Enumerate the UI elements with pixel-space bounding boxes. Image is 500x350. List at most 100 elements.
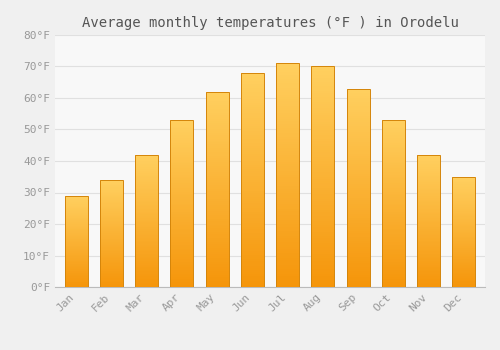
Bar xyxy=(170,212,194,214)
Bar xyxy=(276,271,299,274)
Bar xyxy=(100,255,123,256)
Bar xyxy=(135,274,158,275)
Bar xyxy=(135,178,158,180)
Bar xyxy=(346,188,370,190)
Bar xyxy=(170,183,194,185)
Bar xyxy=(206,211,229,213)
Bar xyxy=(346,89,370,287)
Bar xyxy=(135,245,158,246)
Bar xyxy=(346,222,370,224)
Bar xyxy=(206,107,229,109)
Bar xyxy=(312,280,334,282)
Bar xyxy=(241,227,264,229)
Bar xyxy=(452,216,475,218)
Bar xyxy=(312,210,334,212)
Bar xyxy=(135,218,158,219)
Bar xyxy=(135,234,158,236)
Bar xyxy=(382,277,405,279)
Bar xyxy=(346,228,370,230)
Bar xyxy=(452,257,475,258)
Bar xyxy=(346,104,370,106)
Bar xyxy=(382,132,405,133)
Bar xyxy=(417,274,440,275)
Bar xyxy=(241,172,264,174)
Bar xyxy=(276,68,299,70)
Bar xyxy=(100,270,123,271)
Bar xyxy=(276,137,299,139)
Bar xyxy=(312,168,334,170)
Bar xyxy=(100,237,123,238)
Bar xyxy=(312,99,334,102)
Bar xyxy=(276,285,299,287)
Bar xyxy=(170,269,194,270)
Bar xyxy=(417,224,440,225)
Bar xyxy=(241,167,264,169)
Bar xyxy=(135,267,158,268)
Bar xyxy=(100,222,123,223)
Bar xyxy=(346,138,370,140)
Bar xyxy=(241,218,264,220)
Bar xyxy=(100,203,123,204)
Bar xyxy=(64,252,88,253)
Bar xyxy=(206,248,229,250)
Bar xyxy=(346,150,370,152)
Bar xyxy=(100,195,123,196)
Bar xyxy=(312,75,334,77)
Bar xyxy=(346,230,370,231)
Bar xyxy=(64,197,88,198)
Bar xyxy=(241,109,264,111)
Bar xyxy=(382,130,405,132)
Bar xyxy=(64,228,88,229)
Bar xyxy=(276,157,299,160)
Bar xyxy=(64,209,88,210)
Bar xyxy=(346,192,370,194)
Bar xyxy=(206,135,229,136)
Bar xyxy=(346,180,370,182)
Bar xyxy=(382,135,405,137)
Bar xyxy=(276,197,299,200)
Bar xyxy=(100,248,123,250)
Bar xyxy=(346,122,370,124)
Bar xyxy=(276,150,299,153)
Bar xyxy=(382,122,405,124)
Bar xyxy=(170,190,194,192)
Bar xyxy=(135,243,158,245)
Bar xyxy=(206,168,229,170)
Bar xyxy=(206,111,229,113)
Bar xyxy=(417,163,440,164)
Bar xyxy=(276,75,299,77)
Bar xyxy=(452,282,475,284)
Bar xyxy=(382,133,405,135)
Bar xyxy=(170,233,194,235)
Bar xyxy=(100,268,123,269)
Bar xyxy=(135,231,158,233)
Bar xyxy=(170,274,194,275)
Bar xyxy=(276,126,299,128)
Bar xyxy=(346,112,370,114)
Bar xyxy=(64,256,88,257)
Bar xyxy=(346,103,370,104)
Bar xyxy=(276,146,299,148)
Bar xyxy=(276,124,299,126)
Bar xyxy=(276,216,299,218)
Bar xyxy=(135,158,158,159)
Bar xyxy=(452,206,475,208)
Bar xyxy=(64,234,88,235)
Bar xyxy=(312,258,334,260)
Bar xyxy=(312,214,334,216)
Bar xyxy=(135,237,158,238)
Bar xyxy=(100,258,123,259)
Bar xyxy=(170,239,194,240)
Bar xyxy=(417,241,440,242)
Bar xyxy=(64,221,88,222)
Bar xyxy=(452,270,475,271)
Bar xyxy=(100,243,123,244)
Bar xyxy=(417,176,440,177)
Bar xyxy=(206,236,229,238)
Bar xyxy=(206,267,229,270)
Bar xyxy=(312,274,334,276)
Bar xyxy=(382,240,405,242)
Bar xyxy=(312,128,334,131)
Bar xyxy=(346,277,370,279)
Bar xyxy=(452,232,475,233)
